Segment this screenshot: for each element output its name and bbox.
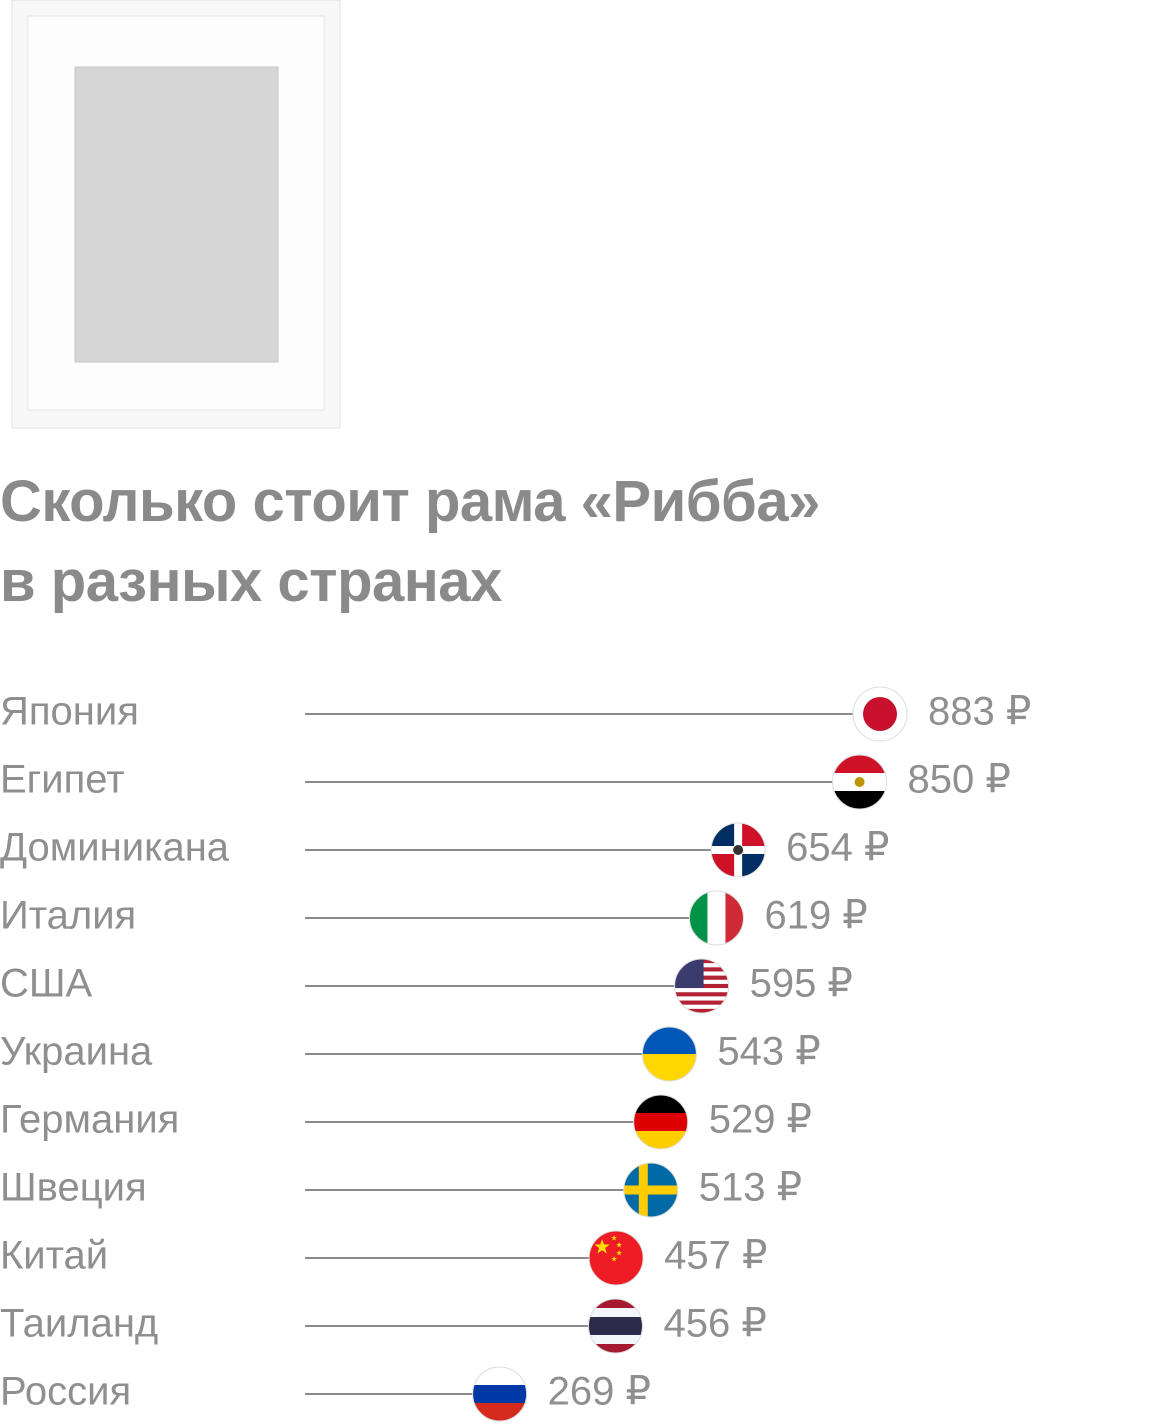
flag-part	[674, 996, 729, 1002]
flag-part	[472, 1403, 527, 1421]
flag-marker	[633, 1095, 688, 1149]
flag-part	[854, 777, 865, 787]
category-label: Египет	[0, 758, 125, 802]
category-label: США	[0, 962, 93, 1006]
flag-outline	[674, 958, 730, 1014]
category-label: Италия	[0, 894, 136, 938]
flag-marker	[623, 1163, 678, 1217]
category-label: Доминикана	[0, 826, 230, 870]
flag-part	[725, 891, 744, 945]
value-label: 513 ₽	[699, 1166, 802, 1210]
flag-part	[588, 1344, 643, 1353]
flag-part	[472, 1385, 527, 1404]
flag-outline	[688, 890, 744, 946]
flag-outline	[633, 1094, 689, 1150]
flag-star	[616, 1242, 622, 1248]
category-label: Германия	[0, 1098, 179, 1142]
flag-outline	[710, 822, 766, 878]
category-label: Таиланд	[0, 1302, 158, 1346]
flag-part	[863, 697, 897, 731]
value-label: 619 ₽	[764, 894, 867, 938]
flag-part	[707, 891, 726, 945]
flag-outline	[587, 1298, 643, 1354]
flag-outline	[641, 1026, 697, 1082]
flag-part	[588, 1308, 643, 1318]
frame-picture	[74, 66, 279, 363]
flag-part	[674, 992, 729, 997]
category-label: Китай	[0, 1234, 108, 1278]
flag-part	[472, 1367, 527, 1386]
value-label: 269 ₽	[548, 1370, 651, 1414]
flag-marker	[588, 1299, 643, 1353]
flag-outline	[852, 686, 908, 742]
flag-outline	[588, 1230, 644, 1286]
flag-marker	[689, 891, 744, 945]
flag-part	[642, 1027, 697, 1055]
flag-outline	[472, 1366, 528, 1422]
value-label: 457 ₽	[664, 1234, 767, 1278]
flag-part	[733, 845, 744, 855]
category-label: Россия	[0, 1370, 131, 1414]
flag-marker	[853, 687, 907, 741]
flag-star	[616, 1250, 622, 1256]
flag-part	[623, 1185, 678, 1195]
flag-part	[689, 891, 708, 945]
flag-marker	[711, 823, 766, 877]
flag-star	[611, 1235, 617, 1241]
value-label: 883 ₽	[928, 690, 1031, 734]
value-label: 654 ₽	[786, 826, 889, 870]
category-label: Япония	[0, 690, 139, 734]
flag-star	[611, 1256, 617, 1262]
chart-title: Сколько стоит рама «Рибба» в разных стра…	[0, 469, 820, 614]
flag-part	[832, 755, 887, 774]
category-label: Швеция	[0, 1166, 147, 1210]
flag-marker	[472, 1367, 527, 1421]
flag-part	[832, 791, 887, 809]
flag-marker	[589, 1231, 644, 1285]
flag-part	[642, 1054, 697, 1081]
flag-part	[674, 959, 704, 988]
category-label: Украина	[0, 1030, 153, 1074]
value-label: 543 ₽	[717, 1030, 820, 1074]
flag-part	[674, 1000, 729, 1006]
flag-star	[594, 1239, 610, 1254]
value-label: 529 ₽	[709, 1098, 812, 1142]
flag-part	[588, 1335, 643, 1345]
flag-part	[588, 1317, 643, 1336]
flag-part	[674, 1004, 729, 1010]
flag-part	[633, 1113, 688, 1132]
flag-part	[674, 1008, 729, 1013]
flag-part	[674, 988, 729, 993]
flag-outline	[623, 1162, 679, 1218]
flag-part	[633, 1131, 688, 1149]
value-label: 595 ₽	[750, 962, 853, 1006]
flag-part	[633, 1095, 688, 1114]
value-label: 456 ₽	[663, 1302, 766, 1346]
flag-outline	[832, 754, 888, 810]
value-label: 850 ₽	[908, 758, 1011, 802]
frame-image	[11, 0, 341, 429]
flag-part	[589, 1231, 644, 1285]
flag-part	[588, 1299, 643, 1309]
flag-marker	[832, 755, 887, 809]
